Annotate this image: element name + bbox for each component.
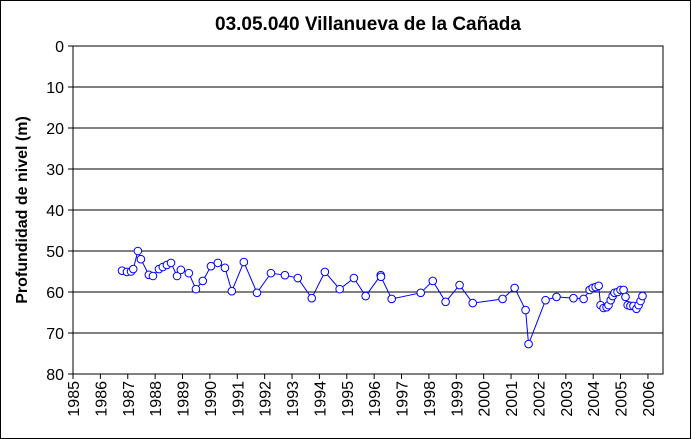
x-tick-label: 2003	[559, 381, 576, 417]
data-point	[621, 292, 630, 302]
x-tick-label: 1995	[340, 381, 357, 417]
data-point	[441, 297, 450, 307]
chart-title: 03.05.040 Villanueva de la Cañada	[215, 14, 521, 35]
y-tick-label: 60	[46, 285, 64, 302]
data-point	[166, 258, 176, 268]
x-tick-label: 1992	[258, 381, 275, 417]
data-point	[128, 264, 138, 274]
data-point	[220, 263, 230, 273]
y-tick-label: 30	[46, 162, 64, 179]
data-point	[266, 268, 276, 278]
y-tick-label: 70	[46, 326, 64, 343]
data-point	[176, 265, 186, 275]
data-point	[293, 273, 303, 283]
x-tick-label: 2002	[531, 381, 548, 417]
data-point	[594, 281, 603, 291]
x-tick-label: 1997	[395, 381, 412, 417]
data-point	[239, 257, 249, 267]
data-point	[320, 267, 330, 277]
y-tick-label: 10	[46, 80, 64, 97]
data-point	[387, 294, 396, 304]
data-point	[638, 291, 647, 301]
data-point	[252, 288, 262, 298]
x-tick-label: 1996	[367, 381, 384, 417]
data-point	[569, 293, 578, 303]
y-tick-label: 40	[46, 203, 64, 220]
data-point	[579, 294, 588, 304]
data-point	[191, 284, 201, 294]
x-tick-label: 1990	[203, 381, 220, 417]
data-point	[349, 273, 359, 283]
x-tick-label: 1989	[176, 381, 193, 417]
data-point	[213, 258, 223, 268]
data-point	[541, 295, 550, 305]
data-point	[307, 293, 317, 303]
data-point	[136, 254, 146, 264]
x-tick-label: 1985	[66, 381, 83, 417]
data-point	[455, 280, 464, 290]
x-tick-label: 1998	[422, 381, 439, 417]
data-point	[510, 283, 519, 293]
data-point	[498, 294, 507, 304]
data-point	[172, 271, 182, 281]
data-point	[184, 268, 194, 278]
x-tick-label: 2000	[477, 381, 494, 417]
data-point	[148, 271, 158, 281]
y-tick-label: 0	[55, 39, 64, 56]
data-point	[361, 291, 370, 301]
data-point	[280, 270, 290, 280]
data-point	[521, 305, 530, 315]
x-tick-label: 1999	[449, 381, 466, 417]
x-tick-label: 1994	[312, 381, 329, 417]
data-point	[133, 246, 143, 256]
data-point	[227, 286, 237, 296]
data-point	[552, 292, 561, 302]
data-point	[428, 276, 438, 286]
x-tick-label: 1988	[148, 381, 165, 417]
x-tick-label: 2004	[586, 381, 603, 417]
data-point	[376, 272, 386, 282]
data-point	[206, 261, 216, 271]
data-point	[198, 276, 208, 286]
y-tick-label: 50	[46, 244, 64, 261]
data-point	[619, 285, 628, 295]
data-point	[524, 339, 533, 349]
data-point	[468, 298, 478, 308]
y-tick-label: 80	[46, 367, 64, 384]
x-tick-label: 2005	[614, 381, 631, 417]
y-axis-label: Profundidad de nivel (m)	[14, 116, 31, 304]
data-point	[416, 288, 426, 298]
x-tick-label: 1993	[285, 381, 302, 417]
x-tick-label: 2006	[641, 381, 658, 417]
x-tick-label: 1987	[121, 381, 138, 417]
x-tick-label: 2001	[504, 381, 521, 417]
x-tick-label: 1986	[93, 381, 110, 417]
x-tick-label: 1991	[230, 381, 247, 417]
y-tick-label: 20	[46, 121, 64, 138]
data-point	[335, 284, 344, 294]
